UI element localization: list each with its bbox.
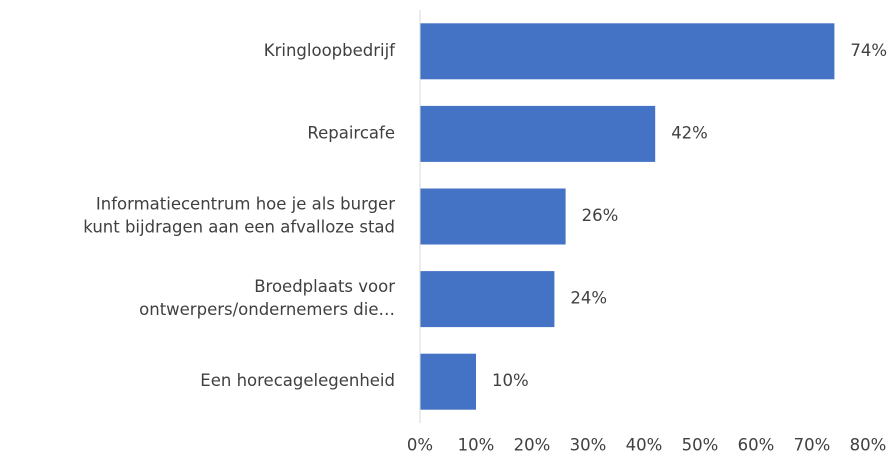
- x-tick-label: 0%: [407, 436, 433, 455]
- y-tick-label: ontwerpers/ondernemers die…: [139, 300, 395, 319]
- y-tick-label: Informatiecentrum hoe je als burger: [96, 195, 395, 214]
- x-tick-label: 70%: [794, 436, 831, 455]
- x-tick-label: 50%: [682, 436, 719, 455]
- x-tick-label: 80%: [850, 436, 887, 455]
- y-tick-label: Kringloopbedrijf: [264, 41, 396, 60]
- y-tick-label: Broedplaats voor: [254, 277, 395, 296]
- data-label: 42%: [671, 123, 708, 142]
- bar: [420, 105, 656, 162]
- x-tick-label: 40%: [626, 436, 663, 455]
- y-tick-label: Repaircafe: [307, 123, 395, 142]
- data-label: 26%: [582, 206, 619, 225]
- data-label: 10%: [492, 371, 529, 390]
- bar: [420, 188, 566, 245]
- y-tick-label: Een horecagelegenheid: [200, 371, 395, 390]
- x-tick-label: 60%: [738, 436, 775, 455]
- data-label: 74%: [850, 41, 887, 60]
- bar: [420, 271, 555, 328]
- data-label: 24%: [570, 289, 607, 308]
- x-tick-label: 30%: [570, 436, 607, 455]
- x-tick-label: 10%: [458, 436, 495, 455]
- y-tick-label: kunt bijdragen aan een afvalloze stad: [83, 218, 395, 237]
- x-tick-label: 20%: [514, 436, 551, 455]
- bar: [420, 23, 835, 80]
- bar: [420, 353, 476, 410]
